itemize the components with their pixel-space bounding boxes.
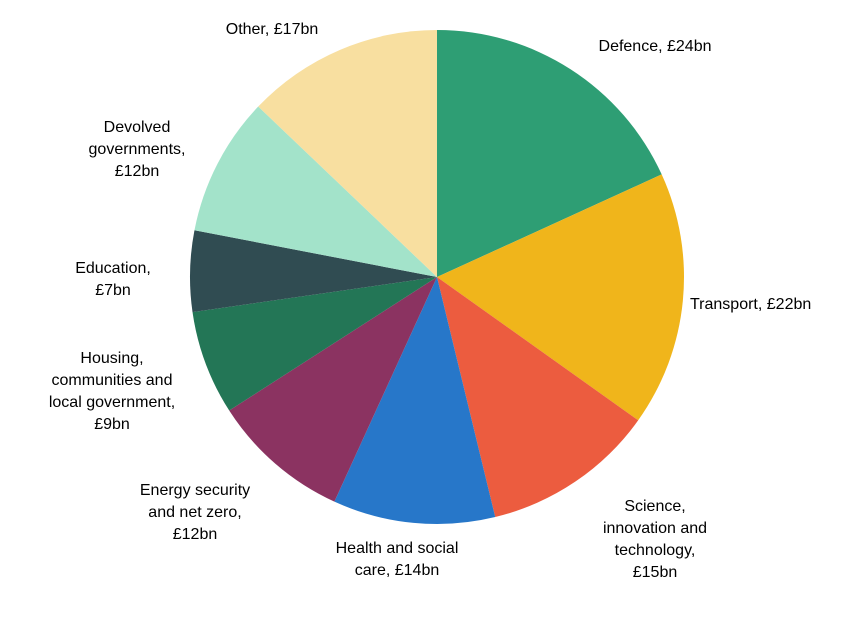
pie-slice-housing-communities-and-local-government [192, 277, 437, 411]
pie-slice-defence [437, 30, 662, 277]
pie-slice-transport [437, 174, 684, 421]
label-other: Other, £17bn [225, 21, 319, 38]
pie-slice-other [258, 30, 437, 277]
label-housing: Housing, communities and local governmen… [48, 350, 176, 433]
pie-slice-energy-security-and-net-zero [229, 277, 437, 502]
pie-slice-devolved-governments [194, 106, 437, 278]
pie-slice-science-innovation-and-technology [437, 277, 639, 518]
pie-slice-health-and-social-care [334, 277, 496, 524]
label-health: Health and social care, £14bn [335, 540, 459, 579]
label-education: Education, £7bn [75, 260, 151, 299]
label-science: Science, innovation and technology, £15b… [602, 498, 708, 581]
pie-slice-education [190, 230, 437, 313]
label-energy: Energy security and net zero, £12bn [139, 482, 251, 543]
label-devolved: Devolved governments, £12bn [88, 119, 186, 180]
label-defence: Defence, £24bn [598, 38, 712, 55]
label-transport: Transport, £22bn [690, 296, 812, 313]
